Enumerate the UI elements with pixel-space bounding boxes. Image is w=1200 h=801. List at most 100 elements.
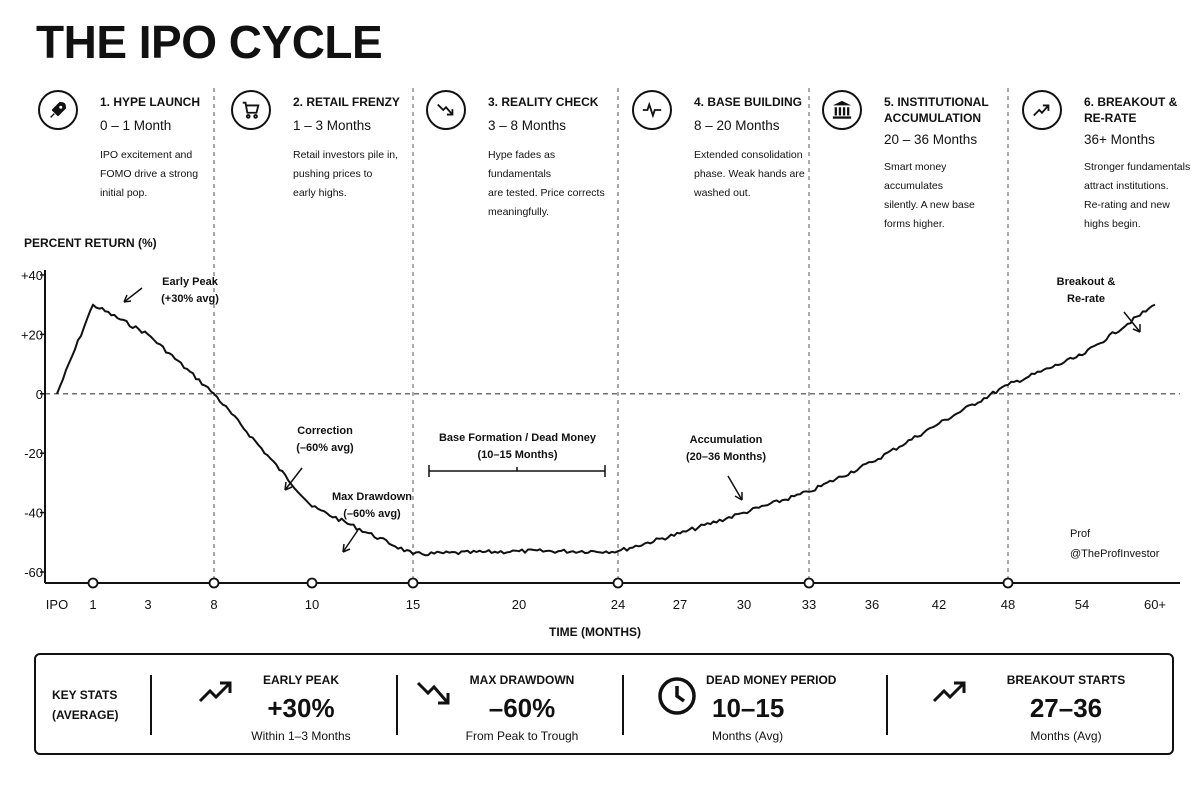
x-tick-label: 30 [737, 597, 751, 612]
x-tick-label: 33 [802, 597, 816, 612]
timeline-marker [612, 577, 624, 589]
early-peak-arrow [123, 287, 143, 303]
stat-value: 27–36 [1029, 693, 1103, 723]
phase-description: IPO excitement and FOMO drive a strong i… [100, 149, 199, 199]
divider [886, 675, 888, 735]
phase-range: 1 – 3 Months [293, 118, 372, 133]
accumulation-arrow [727, 475, 743, 501]
x-tick-label: 27 [673, 597, 687, 612]
trend-down-icon [426, 90, 466, 130]
y-tick-label: +40 [21, 268, 43, 283]
stat-subtitle: From Peak to Trough [465, 729, 579, 743]
timeline-marker [407, 577, 419, 589]
annotation-accumulation: Accumulation (20–36 Months) [685, 434, 767, 463]
y-tick-label: -60 [24, 565, 43, 580]
page-title: THE IPO CYCLE [36, 16, 383, 68]
x-tick-label: 36 [865, 597, 879, 612]
annotation-max-drawdown: Max Drawdown (–60% avg) [331, 491, 413, 520]
phase-card-1: 1. HYPE LAUNCH 0 – 1 Month IPO excitemen… [38, 86, 208, 246]
y-tick-label: 0 [36, 387, 43, 402]
ipo-cycle-chart: +40 +20 0 -20 -40 -60 IPO 1 3 8 10 15 20 24 27 30 33 36 4… [21, 88, 1180, 612]
phase-description: Smart money accumulates silently. A new … [884, 161, 975, 230]
trend-up-icon [932, 681, 966, 703]
phase-description: Stronger fundamentals attract institutio… [1084, 161, 1191, 230]
phase-range: 20 – 36 Months [884, 132, 978, 147]
trend-down-icon [416, 681, 450, 705]
max-drawdown-arrow [342, 529, 359, 553]
phase-title: 1. HYPE LAUNCH [100, 95, 201, 109]
x-tick-label: 10 [305, 597, 319, 612]
x-tick-label: 15 [406, 597, 420, 612]
x-tick-label: 42 [932, 597, 946, 612]
phase-range: 0 – 1 Month [100, 118, 172, 133]
phase-card-2: 2. RETAIL FRENZY 1 – 3 Months Retail inv… [231, 86, 406, 246]
stat-title: MAX DRAWDOWN [469, 673, 575, 687]
stat-value: –60% [488, 693, 556, 723]
stat-title: BREAKOUT STARTS [1006, 673, 1126, 687]
y-tick-label: -20 [24, 446, 43, 461]
divider [396, 675, 398, 735]
stat-value: +30% [267, 693, 335, 723]
phase-range: 8 – 20 Months [694, 118, 780, 133]
stat-value: 10–15 [712, 693, 785, 723]
series-line [56, 303, 1156, 557]
phase-card-6: 6. BREAKOUT & RE-RATE 36+ Months Stronge… [1022, 86, 1197, 246]
base-formation-bracket [428, 465, 606, 477]
phase-description: Hype fades as fundamentals are tested. P… [488, 149, 605, 218]
annotation-base-formation: Base Formation / Dead Money (10–15 Months… [438, 432, 597, 461]
phase-range: 3 – 8 Months [488, 118, 567, 133]
trend-up-icon [1022, 90, 1062, 130]
x-tick-label: 8 [210, 597, 217, 612]
trend-up-icon [198, 681, 232, 703]
divider [150, 675, 152, 735]
phase-range: 36+ Months [1084, 132, 1155, 147]
stat-subtitle: Months (Avg) [1030, 729, 1102, 743]
timeline-marker [208, 577, 220, 589]
annotation-early-peak: Early Peak (+30% avg) [161, 276, 219, 305]
phase-card-5: 5. INSTITUTIONAL ACCUMULATION 20 – 36 Mo… [822, 86, 1007, 246]
stat-max-drawdown: MAX DRAWDOWN –60% From Peak to Trough [412, 655, 622, 755]
x-tick-label: 24 [611, 597, 625, 612]
x-tick-label: 20 [512, 597, 526, 612]
stat-dead-money: DEAD MONEY PERIOD 10–15 Months (Avg) [646, 655, 886, 755]
x-tick-label: 1 [89, 597, 96, 612]
x-tick-label: 60+ [1144, 597, 1166, 612]
phase-title: 6. BREAKOUT & RE-RATE [1084, 95, 1178, 125]
phase-title: 3. REALITY CHECK [488, 95, 599, 109]
watermark: Prof @TheProfInvestor [1070, 528, 1160, 560]
y-tick-label: -40 [24, 506, 43, 521]
x-tick-label: 3 [144, 597, 151, 612]
y-tick-label: +20 [21, 327, 43, 342]
x-axis-label: TIME (MONTHS) [549, 625, 641, 639]
pulse-icon [632, 90, 672, 130]
annotation-breakout: Breakout & Re-rate [1056, 276, 1116, 305]
correction-arrow [284, 467, 303, 491]
phase-description: Extended consolidation phase. Weak hands… [694, 149, 805, 199]
key-stats-panel: KEY STATS (AVERAGE) EARLY PEAK +30% Withi… [34, 653, 1174, 755]
phase-title: 5. INSTITUTIONAL ACCUMULATION [884, 95, 989, 125]
phase-title: 2. RETAIL FRENZY [293, 95, 400, 109]
timeline-marker [87, 577, 99, 589]
timeline-marker [803, 577, 815, 589]
breakout-arrow [1123, 311, 1141, 333]
bank-icon [822, 90, 862, 130]
rocket-icon [38, 90, 78, 130]
stat-breakout-starts: BREAKOUT STARTS 27–36 Months (Avg) [916, 655, 1156, 755]
annotation-correction: Correction (–60% avg) [296, 425, 354, 454]
divider [622, 675, 624, 735]
key-stats-label: KEY STATS (AVERAGE) [52, 688, 119, 722]
stat-subtitle: Months (Avg) [712, 729, 784, 743]
shopping-cart-icon [231, 90, 271, 130]
stat-subtitle: Within 1–3 Months [251, 729, 351, 743]
stat-early-peak: EARLY PEAK +30% Within 1–3 Months [186, 655, 396, 755]
phase-card-3: 3. REALITY CHECK 3 – 8 Months Hype fades… [426, 86, 621, 246]
clock-icon [658, 677, 696, 715]
phase-title: 4. BASE BUILDING [694, 95, 803, 109]
timeline-marker [306, 577, 318, 589]
stat-title: EARLY PEAK [262, 673, 340, 687]
x-tick-label: IPO [46, 597, 68, 612]
phase-card-4: 4. BASE BUILDING 8 – 20 Months Extended … [632, 86, 807, 246]
y-axis-label: PERCENT RETURN (%) [24, 236, 157, 250]
phase-description: Retail investors pile in, pushing prices… [293, 149, 399, 199]
x-tick-label: 54 [1075, 597, 1089, 612]
